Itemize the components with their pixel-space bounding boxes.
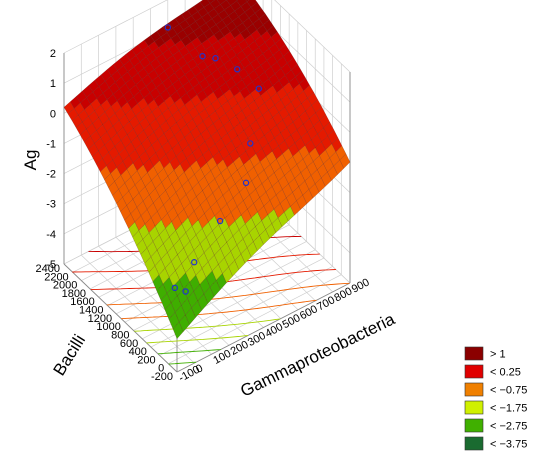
y-tick-label: 2200 <box>44 271 68 283</box>
z-tick-label: 0 <box>50 108 56 120</box>
legend-label: > 1 <box>490 349 506 361</box>
floor-grid-line <box>81 254 195 364</box>
observed-point <box>199 53 206 60</box>
legend-swatch <box>464 382 484 397</box>
legend-label: < 0.25 <box>490 367 521 379</box>
legend-label: < −1.75 <box>490 403 527 415</box>
observed-point <box>182 288 189 295</box>
contour-line <box>157 349 221 355</box>
y-tick-label: 1000 <box>96 321 120 333</box>
legend-label: < −2.75 <box>490 421 527 433</box>
observed-point <box>191 259 198 266</box>
response-surface <box>63 0 351 340</box>
y-tick-label: 200 <box>137 354 155 366</box>
z-tick-label: -3 <box>46 199 56 211</box>
x-tick-label: 900 <box>350 276 372 295</box>
legend-label: < −3.75 <box>490 439 527 451</box>
legend-swatch <box>464 418 484 433</box>
y-tick-label: 1800 <box>62 288 86 300</box>
observed-point <box>242 179 250 187</box>
z-axis-title: Ag <box>21 150 40 171</box>
floor-grid-line <box>98 245 212 355</box>
legend-swatch <box>464 346 484 361</box>
z-tick-label: -4 <box>46 229 56 241</box>
z-tick-label: 1 <box>50 78 56 90</box>
observed-points <box>164 24 263 295</box>
observed-point <box>255 85 263 92</box>
x-axis-title: Gammaproteobacteria <box>237 309 398 400</box>
z-tick-label: -5 <box>46 259 56 271</box>
y-tick-label: 1600 <box>70 296 94 308</box>
observed-point <box>212 55 219 62</box>
y-tick-label: 800 <box>111 329 129 341</box>
y-tick-label: 2400 <box>36 263 60 275</box>
y-tick-label: 600 <box>120 338 138 350</box>
legend-swatch <box>464 436 484 451</box>
observed-point <box>171 284 178 292</box>
z-tick-label: -1 <box>46 138 56 150</box>
surface-patch <box>245 0 250 2</box>
z-tick-label: 2 <box>50 48 56 60</box>
observed-point <box>233 66 241 73</box>
y-axis-title: Bacilli <box>50 331 90 379</box>
contour-line <box>146 335 249 344</box>
y-tick-label: -200 <box>151 371 173 383</box>
y-tick-label: 2000 <box>53 280 77 292</box>
legend: > 1 < 0.25 < −0.75 < −1.75 < −2.75 < −3.75 <box>464 346 527 451</box>
observed-point <box>164 24 172 31</box>
legend-label: < −0.75 <box>490 385 527 397</box>
legend-swatch <box>464 364 484 379</box>
y-tick-label: 1200 <box>88 313 112 325</box>
observed-point <box>216 217 224 225</box>
legend-swatch <box>464 400 484 415</box>
floor-grid-line <box>168 274 342 365</box>
x-tick-label: 0 <box>194 362 205 375</box>
wall-grid-line <box>63 0 168 54</box>
y-tick-label: 400 <box>129 346 147 358</box>
y-tick-label: 1400 <box>79 305 103 317</box>
box-edge <box>176 282 351 373</box>
wall-grid-line <box>274 0 351 73</box>
observed-point <box>247 140 254 147</box>
contour-line <box>168 361 197 365</box>
y-tick-label: 0 <box>158 363 164 375</box>
z-tick-label: -2 <box>46 169 56 181</box>
surface-patch <box>172 321 184 340</box>
